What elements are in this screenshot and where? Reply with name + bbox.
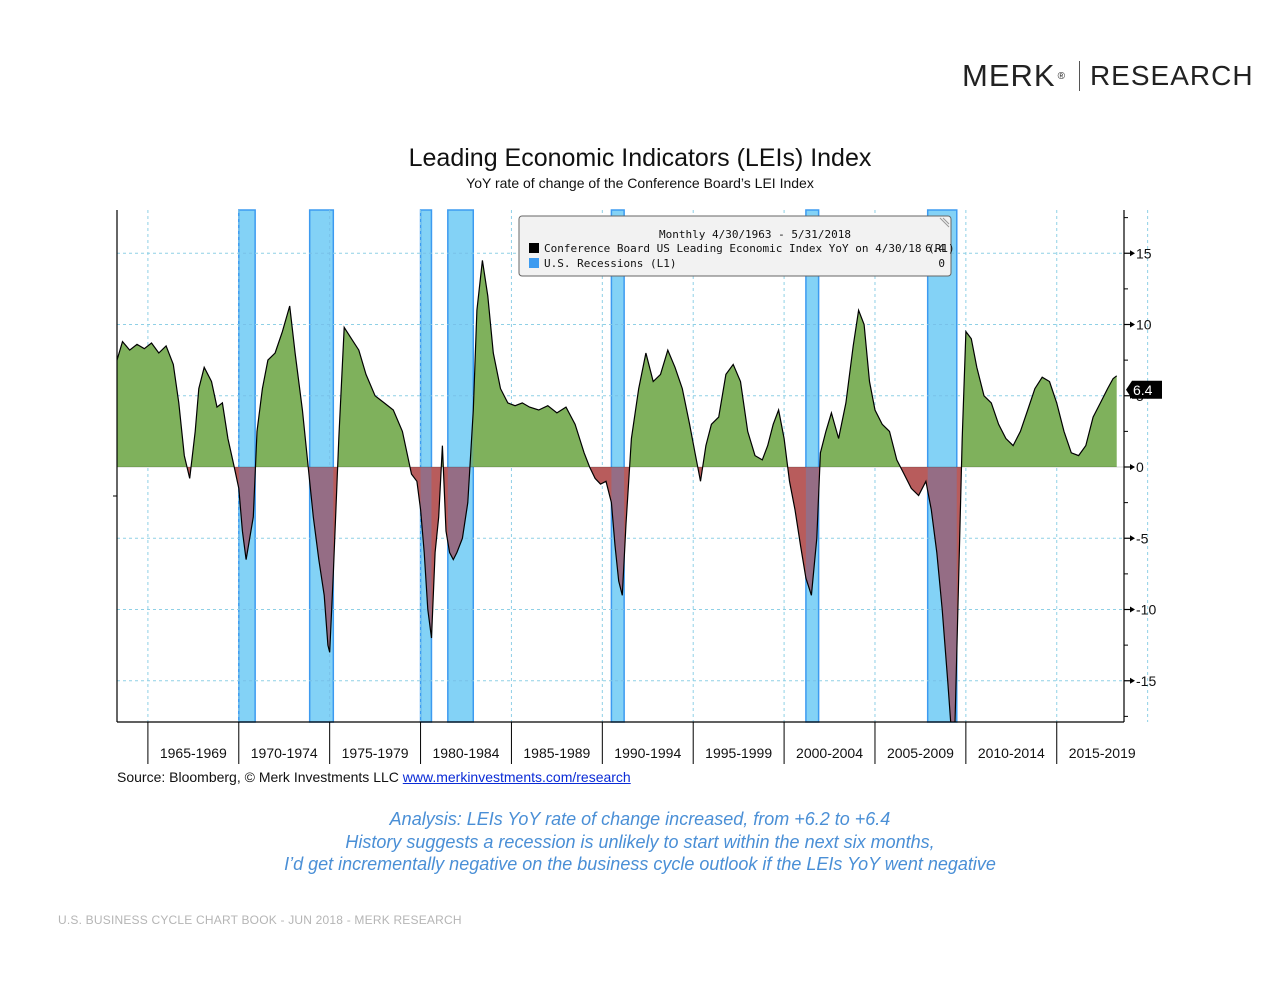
y-tick-arrow [1130, 464, 1135, 470]
x-tick-label: 1965-1969 [160, 745, 227, 761]
recession-overlay [447, 210, 474, 722]
recession-overlay [611, 210, 625, 722]
lei-series-line [117, 260, 1118, 722]
recession-overlay [805, 210, 819, 722]
logo-subtitle: RESEARCH [1089, 60, 1254, 91]
analysis-line-2: History suggests a recession is unlikely… [345, 832, 935, 852]
grid-lines [117, 210, 1149, 722]
logo-registered-mark: ® [1057, 70, 1065, 82]
legend-swatch [529, 258, 539, 268]
analysis-line-3: I’d get incrementally negative on the bu… [284, 854, 996, 874]
legend-box [518, 215, 952, 277]
legend-header: Monthly 4/30/1963 - 5/31/2018 [659, 228, 851, 241]
lei-line [117, 260, 1118, 722]
y-tick-label: 10 [1136, 317, 1152, 333]
legend-item-label: Conference Board US Leading Economic Ind… [544, 242, 955, 255]
y-tick-arrow [1130, 677, 1135, 684]
x-tick-label: 1985-1989 [523, 745, 590, 761]
x-tick-label: 1970-1974 [251, 745, 318, 761]
legend-item-value: 0 [938, 257, 945, 270]
x-tick-label: 2005-2009 [887, 745, 954, 761]
source-note: Source: Bloomberg, © Merk Investments LL… [117, 769, 631, 785]
negative-area [117, 467, 1117, 722]
x-tick-label: 1995-1999 [705, 745, 772, 761]
chart-axes: -15-10-50510151965-19691970-19741975-197… [113, 210, 1162, 764]
y-tick-arrow [1130, 250, 1135, 257]
y-tick-arrow [1130, 535, 1135, 542]
source-link[interactable]: www.merkinvestments.com/research [402, 769, 631, 785]
positive-area [117, 260, 1117, 467]
legend-swatch [529, 243, 539, 253]
last-value-marker: 6.4 [1126, 380, 1162, 399]
y-tick-label: 0 [1136, 459, 1144, 475]
x-tick-label: 1975-1979 [342, 745, 409, 761]
chart-subtitle: YoY rate of change of the Conference Boa… [466, 175, 814, 191]
y-tick-label: -10 [1136, 602, 1156, 618]
last-value-label: 6.4 [1133, 382, 1153, 398]
x-tick-label: 2000-2004 [796, 745, 863, 761]
recession-overlay [420, 210, 432, 722]
legend-resize-icon[interactable] [939, 217, 950, 228]
y-tick-label: -5 [1136, 530, 1149, 546]
y-tick-label: 15 [1136, 245, 1152, 261]
recession-overlay [309, 210, 334, 722]
source-text: Source: Bloomberg, © Merk Investments LL… [117, 769, 403, 785]
footer-text: U.S. BUSINESS CYCLE CHART BOOK - JUN 201… [58, 913, 462, 927]
recession-bands [238, 209, 958, 723]
legend-item-label: U.S. Recessions (L1) [544, 257, 676, 270]
chart-title: Leading Economic Indicators (LEIs) Index [408, 144, 872, 172]
x-tick-label: 2015-2019 [1069, 745, 1136, 761]
recession-overlay [927, 210, 957, 722]
x-tick-label: 1990-1994 [614, 745, 681, 761]
y-tick-arrow [1130, 606, 1135, 613]
y-tick-arrow [1130, 321, 1135, 328]
analysis-line-1: Analysis: LEIs YoY rate of change increa… [389, 809, 891, 829]
chart-legend[interactable]: Monthly 4/30/1963 - 5/31/2018Conference … [518, 215, 955, 277]
logo-divider [1078, 61, 1080, 91]
recession-overlay [238, 210, 256, 722]
lei-area [117, 260, 1117, 722]
x-tick-label: 2010-2014 [978, 745, 1045, 761]
legend-item-value: 6.4 [925, 242, 945, 255]
x-tick-label: 1980-1984 [433, 745, 500, 761]
y-tick-label: -15 [1136, 673, 1156, 689]
merk-research-logo: MERK ® RESEARCH [962, 58, 1254, 94]
logo-brand: MERK [962, 58, 1056, 93]
recession-overlays [238, 210, 957, 722]
